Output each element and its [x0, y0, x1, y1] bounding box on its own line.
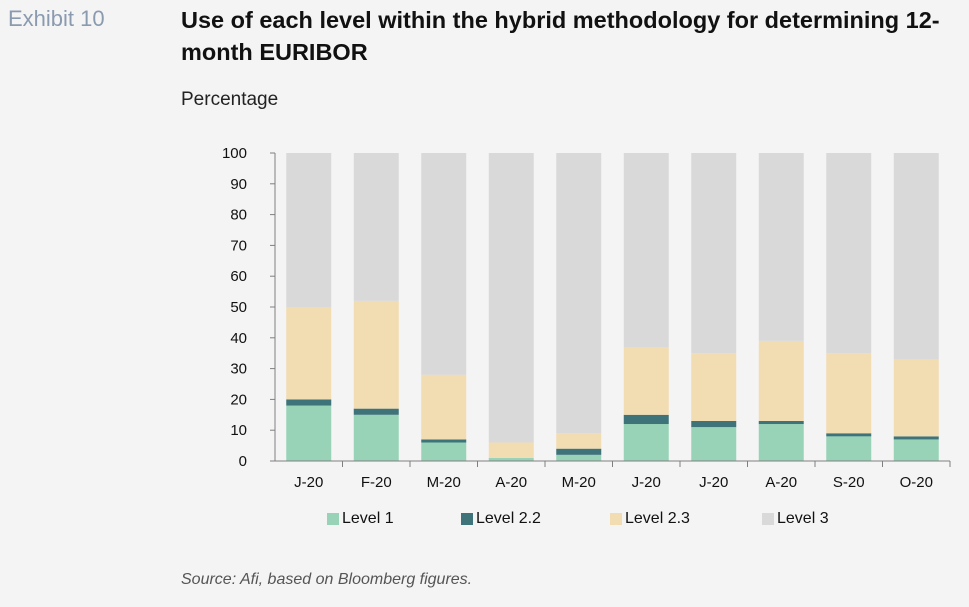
x-tick-label: M-20 [427, 474, 461, 491]
y-tick-label: 20 [230, 391, 247, 408]
legend-swatch [610, 513, 622, 525]
x-tick-label: O-20 [900, 474, 933, 491]
x-tick-label: S-20 [833, 474, 865, 491]
legend-item: Level 3 [762, 510, 829, 528]
bar-segment-level-2-2 [421, 439, 467, 443]
exhibit-label: Exhibit 10 [8, 6, 105, 31]
legend-item: Level 2.3 [610, 510, 690, 528]
bar-segment-level-3 [353, 153, 399, 301]
bar-segment-level-1 [623, 424, 669, 461]
bar-segment-level-2-2 [556, 448, 602, 455]
x-tick-label: J-20 [294, 474, 323, 491]
legend-swatch [461, 513, 473, 525]
legend-item: Level 1 [327, 510, 394, 528]
y-tick-label: 30 [230, 361, 247, 378]
bar-segment-level-3 [758, 153, 804, 341]
bar-segment-level-3 [421, 153, 467, 375]
bar-segment-level-1 [691, 427, 737, 461]
y-tick-label: 60 [230, 268, 247, 285]
x-tick-label: F-20 [361, 474, 392, 491]
bar-segment-level-1 [556, 454, 602, 461]
bar-segment-level-1 [353, 414, 399, 461]
bar-segment-level-2-2 [893, 436, 939, 440]
y-tick-label: 70 [230, 237, 247, 254]
x-tick-label: A-20 [495, 474, 527, 491]
bar-segment-level-3 [488, 153, 534, 443]
bar-segment-level-1 [893, 439, 939, 461]
bar-segment-level-1 [421, 442, 467, 461]
bar-segment-level-2-3 [556, 433, 602, 449]
bar-segment-level-2-3 [623, 347, 669, 415]
legend-label: Level 2.2 [476, 510, 541, 527]
chart-legend: Level 1 Level 2.2 Level 2.3 Level 3 [0, 510, 969, 534]
x-tick-label: J-20 [632, 474, 661, 491]
x-tick-label: M-20 [562, 474, 596, 491]
chart-title: Use of each level within the hybrid meth… [181, 7, 940, 65]
bar-segment-level-3 [893, 153, 939, 360]
legend-swatch [327, 513, 339, 525]
y-tick-label: 100 [222, 145, 247, 162]
y-tick-label: 80 [230, 207, 247, 224]
bar-segment-level-1 [488, 457, 534, 461]
bar-segment-level-3 [286, 153, 332, 307]
bar-segment-level-3 [556, 153, 602, 434]
legend-label: Level 1 [342, 510, 394, 527]
y-tick-label: 90 [230, 176, 247, 193]
y-tick-label: 10 [230, 422, 247, 439]
legend-label: Level 3 [777, 510, 829, 527]
x-tick-label: J-20 [699, 474, 728, 491]
bar-segment-level-3 [826, 153, 872, 354]
bar-segment-level-2-2 [691, 420, 737, 428]
bar-segment-level-2-3 [893, 359, 939, 437]
chart-subtitle: Percentage [181, 89, 279, 110]
bar-segment-level-3 [623, 153, 669, 348]
legend-swatch [762, 513, 774, 525]
bar-segment-level-2-3 [826, 353, 872, 434]
bar-segment-level-2-2 [286, 399, 332, 406]
bar-segment-level-2-2 [623, 414, 669, 425]
x-tick-label: A-20 [765, 474, 797, 491]
bar-segment-level-2-3 [421, 374, 467, 440]
bar-segment-level-2-3 [758, 340, 804, 421]
bar-segment-level-1 [758, 424, 804, 461]
bar-segment-level-1 [826, 436, 872, 461]
bar-segment-level-2-3 [691, 353, 737, 421]
bar-segment-level-2-3 [286, 307, 332, 400]
bar-segment-level-2-3 [353, 300, 399, 409]
bar-segment-level-2-2 [826, 433, 872, 437]
y-tick-label: 50 [230, 299, 247, 316]
bar-segment-level-3 [691, 153, 737, 354]
y-tick-label: 0 [239, 453, 247, 470]
bar-segment-level-2-3 [488, 442, 534, 458]
source-note: Source: Afi, based on Bloomberg figures. [181, 571, 473, 588]
bar-segment-level-2-2 [353, 408, 399, 415]
bar-segment-level-1 [286, 405, 332, 461]
legend-label: Level 2.3 [625, 510, 690, 527]
bar-segment-level-2-2 [758, 420, 804, 425]
legend-item: Level 2.2 [461, 510, 541, 528]
y-tick-label: 40 [230, 330, 247, 347]
